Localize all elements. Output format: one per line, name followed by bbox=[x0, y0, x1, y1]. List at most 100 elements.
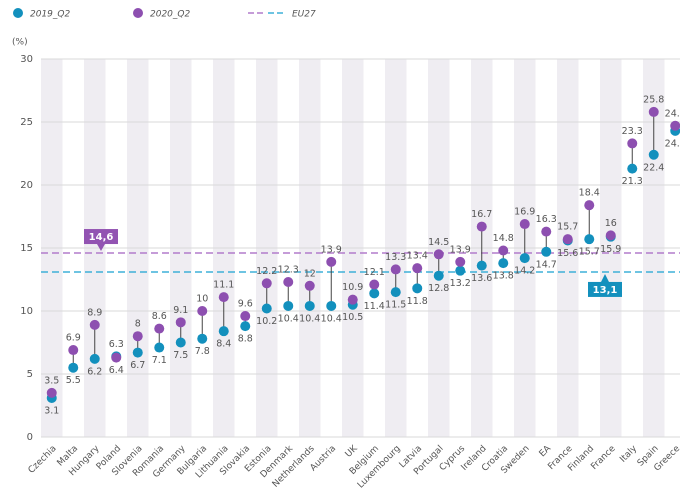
reference-label: 13,1 bbox=[593, 285, 618, 296]
dot-2020 bbox=[154, 323, 165, 334]
value-label: 15.9 bbox=[600, 244, 621, 255]
value-label: 10.9 bbox=[342, 282, 363, 293]
x-tick-label: UK bbox=[344, 443, 361, 460]
reference-label: 14,6 bbox=[89, 232, 114, 243]
dot-2020 bbox=[197, 306, 208, 316]
value-label: 3.1 bbox=[44, 405, 59, 416]
dot-2020 bbox=[541, 226, 552, 237]
reference-pointer bbox=[601, 273, 609, 282]
value-label: 10.4 bbox=[278, 313, 299, 324]
value-label: 9.6 bbox=[238, 299, 253, 310]
dot-2020 bbox=[326, 256, 337, 267]
value-label: 13.9 bbox=[321, 244, 342, 255]
value-label: 24.3 bbox=[665, 138, 680, 149]
value-label: 16.9 bbox=[514, 207, 535, 218]
dot-2019 bbox=[304, 300, 315, 311]
dot-2020 bbox=[46, 387, 57, 398]
reference-box bbox=[588, 281, 622, 297]
value-label: 11.8 bbox=[407, 296, 428, 307]
dot-2020 bbox=[390, 264, 401, 275]
value-label: 7.8 bbox=[195, 346, 210, 357]
value-label: 23.3 bbox=[622, 126, 643, 137]
value-label: 14.8 bbox=[493, 233, 514, 244]
value-label: 14.5 bbox=[428, 237, 449, 248]
dot-2020 bbox=[283, 277, 294, 288]
value-label: 13.3 bbox=[385, 252, 406, 263]
x-tick-label: Czechia bbox=[27, 444, 59, 476]
dot-2019 bbox=[498, 258, 509, 269]
dot-2020 bbox=[89, 319, 100, 330]
dot-2019 bbox=[476, 260, 487, 271]
legend-marker bbox=[133, 8, 143, 18]
dot-2019 bbox=[648, 149, 659, 160]
value-label: 8.9 bbox=[87, 307, 102, 318]
value-label: 13.9 bbox=[450, 244, 471, 255]
dot-2019 bbox=[433, 270, 444, 281]
dot-2020 bbox=[369, 279, 380, 290]
dot-2020 bbox=[519, 219, 530, 230]
dot-2019 bbox=[218, 326, 229, 337]
dot-2019 bbox=[541, 246, 552, 257]
dot-2020 bbox=[132, 331, 143, 342]
value-label: 11.1 bbox=[213, 280, 234, 291]
dot-2019 bbox=[261, 303, 272, 314]
y-tick-label: 30 bbox=[20, 54, 33, 65]
value-label: 6.4 bbox=[109, 365, 124, 376]
value-label: 12.8 bbox=[428, 283, 449, 294]
dot-2019 bbox=[283, 300, 294, 311]
y-unit: (%) bbox=[12, 38, 28, 48]
dot-2020 bbox=[562, 234, 573, 245]
dot-2019 bbox=[412, 283, 423, 294]
value-label: 8 bbox=[135, 319, 141, 330]
value-label: 14.2 bbox=[514, 266, 535, 277]
dot-2020 bbox=[240, 311, 251, 322]
legend-label: 2019_Q2 bbox=[30, 10, 70, 20]
value-label: 14.7 bbox=[536, 259, 557, 270]
value-label: 7.5 bbox=[173, 350, 188, 361]
value-label: 16.7 bbox=[471, 209, 492, 220]
dot-2020 bbox=[648, 106, 659, 117]
value-label: 13.2 bbox=[450, 278, 471, 289]
legend-marker bbox=[13, 8, 23, 18]
y-tick-label: 10 bbox=[20, 306, 33, 317]
dot-2019 bbox=[197, 333, 208, 344]
value-label: 7.1 bbox=[152, 355, 167, 366]
value-label: 13.4 bbox=[407, 251, 428, 262]
dot-2020 bbox=[412, 263, 423, 274]
value-label: 6.7 bbox=[130, 360, 145, 371]
legend-label: EU27 bbox=[292, 10, 316, 20]
dot-2020 bbox=[175, 317, 186, 328]
value-label: 10 bbox=[196, 294, 208, 305]
dot-2020 bbox=[498, 245, 509, 256]
dot-2019 bbox=[326, 300, 337, 311]
dot-2020 bbox=[433, 249, 444, 260]
y-tick-label: 20 bbox=[20, 180, 33, 191]
value-label: 21.3 bbox=[622, 176, 643, 187]
value-label: 8.8 bbox=[238, 334, 253, 345]
dot-2019 bbox=[68, 362, 79, 373]
value-label: 11.5 bbox=[385, 300, 406, 311]
dot-2020 bbox=[304, 280, 315, 291]
value-label: 15.7 bbox=[557, 222, 578, 233]
dot-2019 bbox=[455, 265, 466, 276]
dot-2020 bbox=[261, 278, 272, 289]
value-label: 8.6 bbox=[152, 311, 167, 322]
value-label: 5.5 bbox=[66, 375, 81, 386]
dot-2019 bbox=[240, 321, 251, 332]
value-label: 3.5 bbox=[44, 375, 59, 386]
dot-2019 bbox=[369, 288, 380, 299]
x-tick-label: EA bbox=[538, 443, 554, 459]
dot-2020 bbox=[218, 292, 229, 303]
dot-2020 bbox=[476, 221, 487, 232]
value-label: 6.3 bbox=[109, 339, 124, 350]
dot-2019 bbox=[154, 342, 165, 353]
dot-2019 bbox=[89, 353, 100, 364]
value-label: 25.8 bbox=[643, 94, 664, 105]
value-label: 6.2 bbox=[87, 366, 102, 377]
value-label: 6.9 bbox=[66, 333, 81, 344]
value-label: 12.1 bbox=[364, 267, 385, 278]
value-label: 16 bbox=[605, 218, 617, 229]
value-label: 24.7 bbox=[665, 108, 680, 119]
value-label: 22.4 bbox=[643, 162, 664, 173]
